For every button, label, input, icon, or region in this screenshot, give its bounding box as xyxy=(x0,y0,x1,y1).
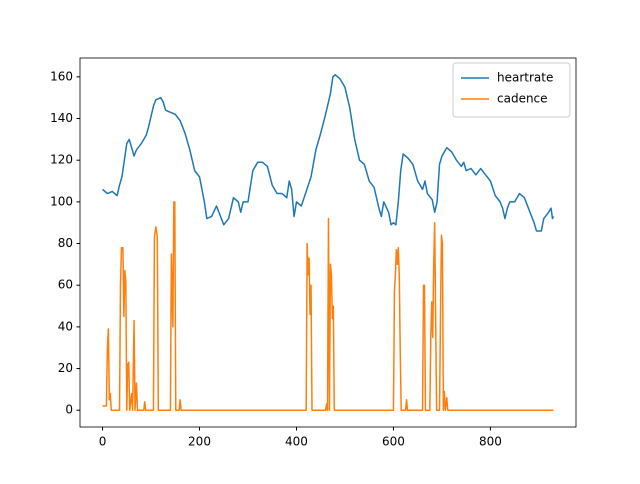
y-tick-label: 80 xyxy=(58,236,73,250)
y-tick-label: 100 xyxy=(50,194,73,208)
legend-box xyxy=(452,62,571,118)
x-tick-label: 600 xyxy=(382,435,405,449)
y-tick-label: 20 xyxy=(58,361,73,375)
axes-frame xyxy=(79,57,577,428)
x-tick-label: 0 xyxy=(99,435,107,449)
x-tick-label: 400 xyxy=(285,435,308,449)
x-tick-label: 800 xyxy=(479,435,502,449)
data-line xyxy=(102,74,555,232)
y-tick-label: 120 xyxy=(50,153,73,167)
y-tick-label: 0 xyxy=(65,403,73,417)
legend-label: cadence xyxy=(497,92,548,106)
y-tick-label: 160 xyxy=(50,69,73,83)
y-tick-label: 40 xyxy=(58,319,73,333)
legend-label: heartrate xyxy=(497,71,553,85)
x-tick-label: 200 xyxy=(188,435,211,449)
data-line xyxy=(102,201,554,411)
y-tick-label: 60 xyxy=(58,278,73,292)
y-tick-label: 140 xyxy=(50,111,73,125)
